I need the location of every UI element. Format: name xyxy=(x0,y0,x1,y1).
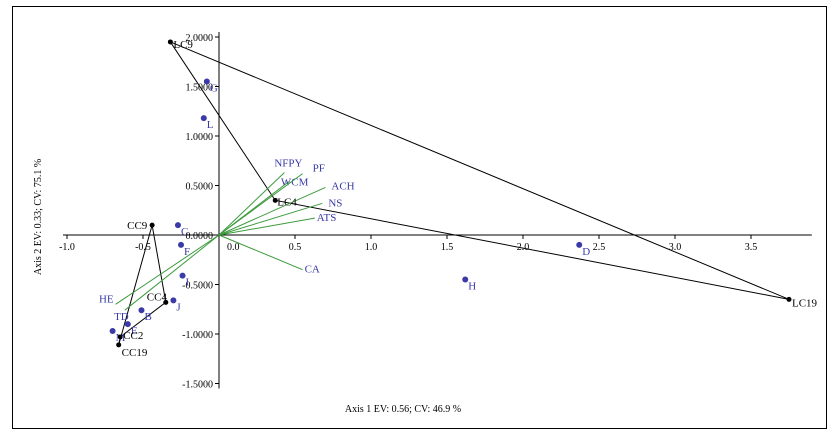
site-point xyxy=(117,334,123,340)
vector-arrow xyxy=(218,217,315,236)
species-label: I xyxy=(186,277,190,289)
species-label: G xyxy=(210,83,218,95)
y-tick-label: 1.0000 xyxy=(186,132,214,143)
y-tick-label: 1.5000 xyxy=(186,83,214,94)
species-point xyxy=(124,321,131,328)
vector-label: ATS xyxy=(317,212,337,224)
species-label: J xyxy=(176,301,181,313)
vector-arrow xyxy=(124,234,220,311)
y-tick-label: -1.0000 xyxy=(182,330,213,341)
site-point xyxy=(167,39,173,45)
x-tick-label: 0.0 xyxy=(227,242,240,253)
x-tick-label: 2.0 xyxy=(517,242,530,253)
x-tick-label: -0.5 xyxy=(135,242,151,253)
vector-label: ACH xyxy=(331,180,354,192)
biplot-chart: -1.0 -0.5 0.0 0.5 1.0 1.5 2.0 2.5 3.0 3.5 2.0000 1.… xyxy=(33,32,818,415)
species-label: C xyxy=(181,226,188,238)
vector-arrow xyxy=(218,172,285,236)
axes: -1.0 -0.5 0.0 0.5 1.0 1.5 2.0 2.5 3.0 3.5 2.0000 1.… xyxy=(59,32,812,391)
species-point xyxy=(174,222,181,229)
species-point xyxy=(170,297,177,304)
y-tick-label: 2.0000 xyxy=(186,33,214,44)
vector-label: WCM xyxy=(281,177,309,189)
species-point xyxy=(109,328,116,335)
species-point xyxy=(138,307,145,314)
x-tick-label: 2.5 xyxy=(593,242,606,253)
site-label: LC9 xyxy=(173,39,193,51)
species-point xyxy=(179,272,186,279)
x-axis-title: Axis 1 EV: 0.56; CV: 46.9 % xyxy=(345,404,461,415)
y-tick-label: 0.5000 xyxy=(186,182,214,193)
site-point xyxy=(163,299,169,305)
vector-arrow xyxy=(218,173,303,236)
site-hull xyxy=(169,40,790,300)
species-label: F xyxy=(184,246,190,258)
site-points: LC9 LC4 LC19 CC9 CC4 CC2 CC19 xyxy=(116,39,818,359)
y-tick-label: -1.5000 xyxy=(182,380,213,391)
vector-label: HE xyxy=(99,293,114,305)
y-tick-label: -0.5000 xyxy=(182,281,213,292)
x-tick-label: -1.0 xyxy=(59,242,75,253)
x-tick-label: 3.5 xyxy=(745,242,758,253)
species-point xyxy=(178,241,184,248)
y-axis-title: Axis 2 EV: 0.33; CV: 75.1 % xyxy=(33,159,44,275)
vector-arrow xyxy=(218,202,323,236)
y-tick-label: 0.0000 xyxy=(186,231,214,242)
site-label: LC19 xyxy=(792,297,818,309)
species-point xyxy=(203,78,210,85)
species-label: D xyxy=(582,246,590,258)
site-label: CC4 xyxy=(147,291,168,303)
vector-arrow xyxy=(218,187,326,236)
vector-label: TD xyxy=(114,311,129,323)
species-points: GLCFIJBEMHD xyxy=(109,78,590,344)
site-point xyxy=(116,342,122,348)
species-label: H xyxy=(468,281,476,293)
chart-frame: -1.0 -0.5 0.0 0.5 1.0 1.5 2.0 2.5 3.0 3.5 2.0000 1.… xyxy=(12,6,827,429)
vector-label: CA xyxy=(305,264,320,276)
species-point xyxy=(462,276,469,283)
site-label: CC2 xyxy=(123,330,143,342)
species-label: E xyxy=(131,325,138,337)
species-point xyxy=(200,115,207,122)
species-point xyxy=(576,241,583,248)
x-tick-label: 3.0 xyxy=(669,242,682,253)
x-tick-label: 1.5 xyxy=(441,242,454,253)
species-label: L xyxy=(207,119,214,131)
site-point xyxy=(786,296,792,302)
site-point xyxy=(272,197,278,203)
x-tick-label: 0.5 xyxy=(289,242,302,253)
site-label: LC4 xyxy=(277,196,297,208)
site-label: CC19 xyxy=(122,347,148,359)
vector-label: NS xyxy=(328,197,342,209)
species-label: B xyxy=(144,311,151,323)
x-tick-label: 1.0 xyxy=(365,242,378,253)
vector-arrow xyxy=(218,234,303,271)
site-label: CC9 xyxy=(127,220,148,232)
vector-arrow xyxy=(115,234,220,305)
vector-label: NFPY xyxy=(274,158,302,170)
vector-label: PF xyxy=(313,163,325,175)
site-point xyxy=(149,222,155,228)
